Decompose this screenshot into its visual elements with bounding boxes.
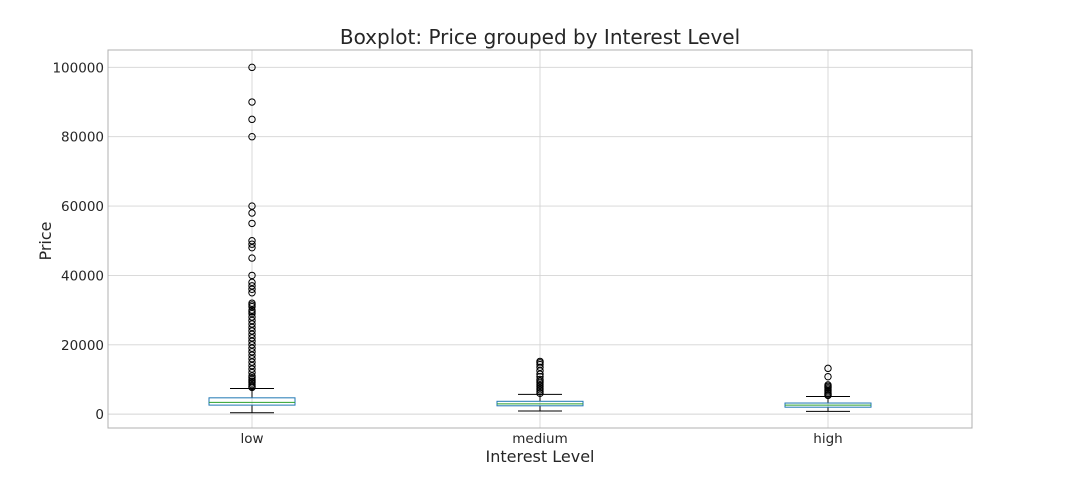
y-tick-label: 0	[95, 407, 104, 423]
outlier-point	[536, 367, 544, 375]
box-group-medium	[496, 357, 584, 412]
x-axis-label: Interest Level	[486, 447, 595, 466]
y-tick-label: 80000	[61, 130, 104, 146]
iqr-box	[208, 397, 296, 406]
box-group-low	[208, 63, 296, 414]
outlier-point	[248, 341, 256, 349]
outlier-point	[248, 202, 256, 210]
outlier-point	[824, 364, 832, 373]
outlier-point	[248, 219, 256, 228]
outlier-point	[248, 334, 256, 342]
outlier-point	[248, 344, 256, 352]
outlier-point	[248, 323, 256, 332]
outlier-point	[248, 351, 256, 359]
outlier-point	[248, 237, 256, 245]
outlier-point	[248, 316, 256, 325]
y-tick-label: 40000	[61, 268, 104, 284]
outlier-point	[248, 368, 256, 377]
outlier-point	[248, 98, 256, 106]
outlier-point	[536, 370, 544, 378]
outlier-point	[536, 389, 544, 398]
outlier-point	[248, 337, 256, 346]
outlier-point	[248, 240, 256, 248]
box-group-high	[784, 364, 872, 412]
x-tick-label: low	[240, 431, 263, 447]
outlier-point	[248, 309, 256, 318]
outlier-point	[248, 132, 256, 141]
chart-title: Boxplot: Price grouped by Interest Level	[340, 25, 740, 49]
y-tick-label: 20000	[61, 338, 104, 354]
y-tick-label: 60000	[61, 199, 104, 215]
outlier-point	[248, 354, 256, 363]
box-layer	[208, 63, 872, 414]
plot-area-frame	[107, 49, 973, 429]
outlier-point	[248, 271, 256, 280]
outlier-point	[248, 209, 256, 217]
outlier-point	[248, 383, 256, 392]
outlier-point	[536, 363, 544, 372]
outlier-point	[248, 330, 256, 339]
outlier-point	[248, 365, 256, 373]
outlier-point	[248, 254, 256, 262]
outlier-point	[248, 289, 256, 297]
outlier-point	[248, 327, 256, 335]
x-tick-label: high	[813, 431, 842, 447]
outlier-point	[824, 391, 832, 400]
outlier-point	[248, 302, 256, 311]
outlier-point	[248, 115, 256, 124]
outlier-point	[248, 313, 256, 321]
outlier-point	[248, 348, 256, 356]
outlier-point	[248, 243, 256, 252]
outlier-point	[248, 282, 256, 290]
outlier-point	[824, 372, 832, 381]
outlier-point	[248, 320, 256, 328]
y-tick-label: 100000	[52, 60, 104, 76]
outlier-point	[248, 285, 256, 293]
outlier-point	[248, 63, 256, 72]
y-axis-label: Price	[36, 221, 55, 260]
outlier-point	[248, 361, 256, 370]
tick-layer: 0 20000 40000 60000 80000 100000 low medium high	[52, 60, 842, 447]
x-tick-label: medium	[512, 431, 567, 447]
outlier-point	[248, 358, 256, 366]
outlier-point	[248, 278, 256, 287]
